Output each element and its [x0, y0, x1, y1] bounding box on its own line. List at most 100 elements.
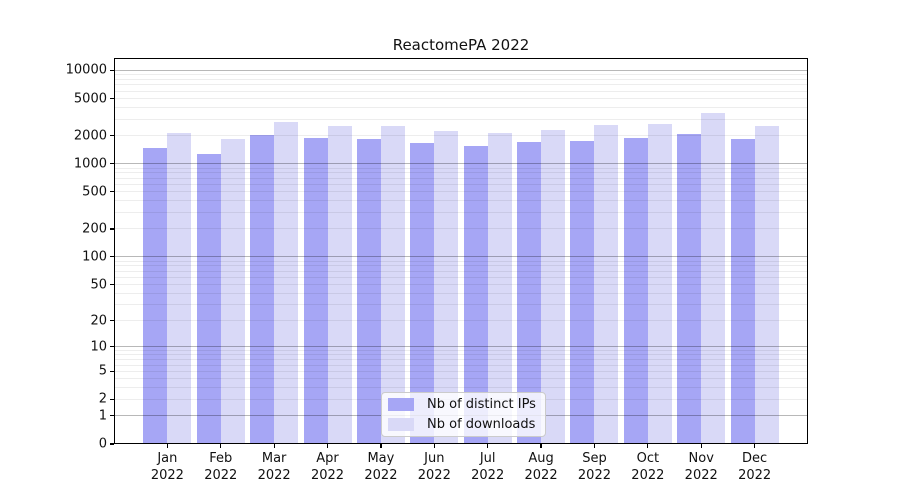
minor-gridline-6: [114, 364, 808, 366]
distinct-ips-swatch-icon: [388, 398, 414, 411]
y-tick-label-5: 5: [98, 363, 107, 379]
minor-gridline-600: [114, 184, 808, 185]
minor-gridline-60: [114, 276, 808, 278]
y-tick-5: [110, 370, 114, 372]
major-gridline-10: [114, 346, 808, 348]
x-tick-label-nov: Nov 2022: [684, 451, 718, 483]
bar-downloads-jan: [167, 133, 192, 444]
y-tick-0: [110, 443, 114, 445]
legend-item-distinct-ips: Nb of distinct IPs: [388, 397, 539, 412]
x-tick-label-feb: Feb 2022: [204, 451, 238, 483]
x-tick-mar: [273, 444, 275, 448]
x-tick-label-jul: Jul 2022: [471, 451, 505, 483]
bar-distinct-ips-oct: [623, 138, 648, 444]
legend-label-distinct-ips: Nb of distinct IPs: [427, 397, 536, 412]
legend-item-downloads: Nb of downloads: [388, 417, 539, 432]
bar-distinct-ips-feb: [196, 153, 221, 444]
bar-distinct-ips-may: [356, 139, 381, 444]
bar-downloads-dec: [754, 126, 779, 444]
y-tick-50: [110, 283, 114, 286]
x-tick-nov: [700, 444, 702, 448]
x-tick-apr: [326, 444, 329, 448]
minor-gridline-2000: [114, 135, 808, 137]
major-gridline-100: [114, 256, 808, 258]
y-tick-100: [110, 256, 114, 258]
legend-label-downloads: Nb of downloads: [427, 417, 536, 432]
bar-distinct-ips-jan: [143, 148, 168, 444]
x-tick-oct: [647, 444, 649, 448]
chart-title: ReactomePA 2022: [392, 36, 530, 54]
y-tick-2000: [110, 135, 114, 137]
x-tick-label-jun: Jun 2022: [417, 451, 451, 483]
x-tick-label-apr: Apr 2022: [310, 451, 345, 483]
major-gridline-1000: [114, 163, 808, 165]
x-tick-label-jan: Jan 2022: [150, 451, 184, 483]
bar-downloads-apr: [327, 125, 352, 444]
minor-gridline-5000: [114, 98, 808, 100]
y-tick-label-10: 10: [90, 339, 107, 355]
minor-gridline-50: [114, 284, 808, 286]
x-tick-label-may: May 2022: [364, 451, 398, 483]
minor-gridline-8000: [114, 79, 808, 81]
y-tick-1: [110, 415, 114, 417]
y-tick-10000: [110, 69, 114, 72]
y-tick-label-10000: 10000: [65, 62, 107, 78]
bar-downloads-feb: [220, 138, 245, 444]
y-tick-label-50: 50: [90, 277, 107, 293]
minor-gridline-7: [114, 359, 808, 361]
x-tick-jan: [166, 444, 168, 448]
minor-gridline-200: [114, 228, 808, 230]
y-tick-20: [110, 319, 114, 322]
bar-distinct-ips-dec: [730, 138, 755, 444]
y-tick-label-0: 0: [98, 436, 107, 452]
minor-gridline-20: [114, 320, 808, 322]
minor-gridline-9000: [114, 74, 808, 76]
y-tick-label-2: 2: [98, 391, 107, 407]
x-tick-dec: [754, 444, 756, 448]
x-tick-may: [380, 444, 382, 448]
x-tick-jun: [433, 444, 435, 448]
minor-gridline-700: [114, 177, 808, 179]
minor-gridline-7000: [114, 84, 808, 86]
bar-distinct-ips-nov: [677, 133, 702, 444]
y-tick-5000: [110, 97, 114, 100]
minor-gridline-40: [114, 292, 808, 294]
minor-gridline-30: [114, 304, 808, 306]
minor-gridline-90: [114, 260, 808, 262]
minor-gridline-6000: [114, 90, 808, 92]
bar-downloads-may: [380, 125, 405, 444]
x-tick-aug: [540, 444, 542, 448]
bar-downloads-aug: [541, 129, 566, 444]
minor-gridline-800: [114, 172, 808, 174]
minor-gridline-80: [114, 265, 808, 267]
bar-downloads-sep: [594, 125, 619, 444]
y-tick-label-1: 1: [98, 408, 107, 424]
y-tick-1000: [110, 163, 114, 165]
bar-downloads-oct: [647, 123, 672, 444]
minor-gridline-300: [114, 212, 808, 214]
bar-distinct-ips-sep: [570, 141, 595, 444]
x-tick-label-sep: Sep 2022: [577, 451, 611, 483]
bar-downloads-nov: [701, 113, 726, 444]
bar-distinct-ips-mar: [250, 135, 275, 444]
x-tick-label-mar: Mar 2022: [257, 451, 291, 483]
major-gridline-10000: [114, 69, 808, 71]
bar-distinct-ips-apr: [303, 138, 328, 444]
x-tick-jul: [487, 444, 489, 448]
legend: Nb of distinct IPs Nb of downloads: [381, 392, 546, 437]
y-tick-label-5000: 5000: [73, 91, 107, 107]
y-tick-label-2000: 2000: [73, 128, 107, 144]
bar-downloads-mar: [274, 122, 299, 444]
minor-gridline-9: [114, 350, 808, 352]
minor-gridline-5: [114, 370, 808, 372]
y-tick-2: [110, 398, 114, 401]
bar-downloads-jun: [434, 131, 459, 444]
x-tick-label-aug: Aug 2022: [524, 451, 558, 483]
y-tick-label-1000: 1000: [73, 156, 107, 172]
y-tick-500: [110, 191, 114, 193]
y-tick-label-20: 20: [90, 313, 107, 329]
minor-gridline-3: [114, 387, 808, 389]
minor-gridline-400: [114, 200, 808, 202]
minor-gridline-70: [114, 270, 808, 272]
